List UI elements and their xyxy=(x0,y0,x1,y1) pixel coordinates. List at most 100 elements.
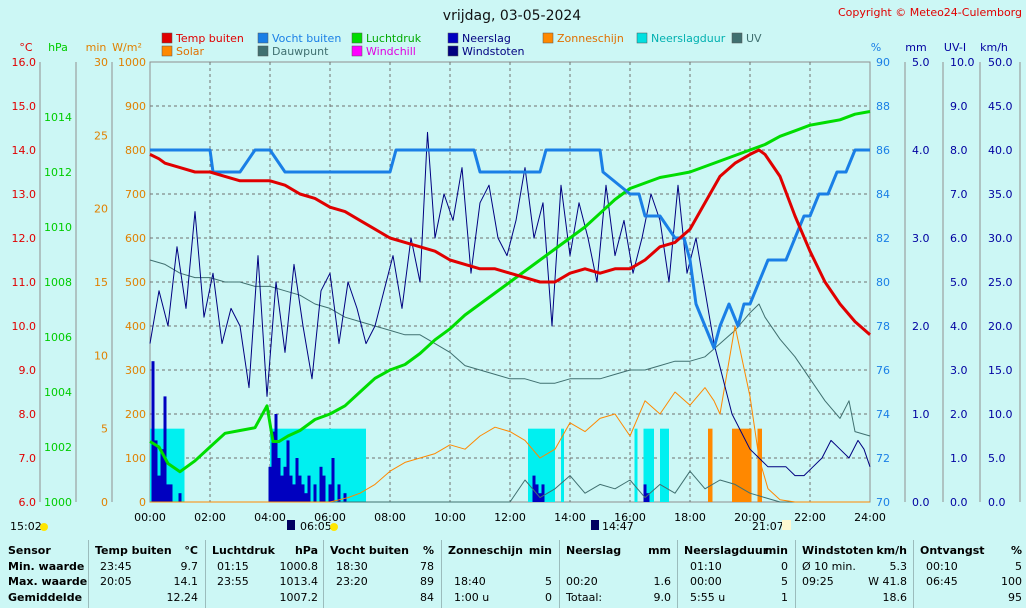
stats-header-sensor: Sensor xyxy=(8,544,51,557)
stats-header-wind: Windstoten xyxy=(802,544,874,557)
neerslag-bar xyxy=(151,361,155,502)
series-windstoten xyxy=(149,131,871,477)
axis-tick-wind: 40.0 xyxy=(988,144,1013,157)
stats-time-raindur: 5:55 u xyxy=(690,590,726,604)
neerslag-bar xyxy=(307,475,311,502)
axis-tick-press: 1002 xyxy=(44,441,72,454)
x-tick-label: 00:00 xyxy=(134,511,166,524)
axis-tick-temp: 12.0 xyxy=(12,232,37,245)
axis-unit-hum: % xyxy=(871,41,881,54)
x-tick-label: 08:00 xyxy=(374,511,406,524)
legend-label: Temp buiten xyxy=(175,32,244,45)
sunrise-icon xyxy=(287,520,295,530)
legend-swatch xyxy=(351,45,363,57)
stats-unit-hum: % xyxy=(422,544,434,557)
stats-time-press: 01:15 xyxy=(217,559,249,573)
neerslag-bar xyxy=(157,475,161,502)
stats-header-press: Luchtdruk xyxy=(212,544,275,557)
axis-tick-uv: 1.0 xyxy=(950,452,968,465)
stats-time-dry: 00:10 xyxy=(926,559,958,573)
axis-tick-mm: 4.0 xyxy=(912,144,930,157)
stats-value-wind: W 41.8 xyxy=(868,575,907,588)
x-tick-label: 16:00 xyxy=(614,511,646,524)
legend-label: Neerslagduur xyxy=(651,32,726,45)
legend-swatch xyxy=(257,32,269,44)
sunset-time: 21:07 xyxy=(752,520,784,533)
neerslag-bar xyxy=(331,458,335,502)
x-tick-label: 24:00 xyxy=(854,511,886,524)
neerslag-bar xyxy=(289,475,293,502)
legend-swatch xyxy=(447,45,459,57)
axis-tick-solar: 500 xyxy=(125,276,146,289)
axis-tick-uv: 3.0 xyxy=(950,364,968,377)
neerslag-bar xyxy=(166,484,170,502)
legend-label: Neerslag xyxy=(462,32,511,45)
stats-value-temp: 14.1 xyxy=(173,575,199,588)
stats-time-dry: 06:45 xyxy=(926,575,958,588)
neerslag-bar xyxy=(163,396,167,502)
stats-separator xyxy=(205,540,206,608)
legend-label: Vocht buiten xyxy=(272,32,341,45)
bar-marks xyxy=(150,361,762,502)
stats-time-rain: 00:20 xyxy=(566,575,598,588)
stats-time-sun: 18:40 xyxy=(454,575,486,588)
axis-tick-wind: 30.0 xyxy=(988,232,1013,245)
right-axes: % 70 72 74 76 78 80 82 84 86 88 90 mm 0.0 1.0 2.0 3.0 4.0… xyxy=(871,41,1021,509)
axis-tick-solar: 300 xyxy=(125,364,146,377)
neerslag-bar xyxy=(322,475,326,502)
stats-header-temp: Temp buiten xyxy=(95,544,172,557)
neerslag-bar xyxy=(298,475,302,502)
neerslag-bar xyxy=(292,484,296,502)
stats-header-hum: Vocht buiten xyxy=(330,544,409,557)
axis-tick-mm: 5.0 xyxy=(912,56,930,69)
neerslag-bar xyxy=(160,449,164,502)
stats-unit-dry: % xyxy=(1010,544,1022,557)
neerslag-bar xyxy=(535,484,539,502)
axis-tick-solar: 0 xyxy=(139,496,146,509)
x-tick-label: 18:00 xyxy=(674,511,706,524)
stats-separator xyxy=(323,540,324,608)
stats-value-rain: 9.0 xyxy=(653,590,672,604)
stats-value-dry: 5 xyxy=(1015,559,1022,573)
axis-unit-solar: W/m² xyxy=(112,41,142,54)
neerslag-bar xyxy=(343,493,347,502)
legend-label: UV xyxy=(746,32,762,45)
stats-value-hum: 89 xyxy=(420,575,434,588)
x-tick-label: 10:00 xyxy=(434,511,466,524)
axis-tick-wind: 25.0 xyxy=(988,276,1013,289)
neerslag-bar xyxy=(301,484,305,502)
axis-tick-solar: 1000 xyxy=(118,56,146,69)
axis-tick-wind: 45.0 xyxy=(988,100,1013,113)
series-solar xyxy=(150,325,870,503)
series-luchtdruk xyxy=(149,110,871,474)
neerslagduur-bar xyxy=(634,428,638,502)
axis-tick-press: 1004 xyxy=(44,386,72,399)
axis-tick-wind: 15.0 xyxy=(988,364,1013,377)
legend-swatch xyxy=(351,32,363,44)
axis-tick-hum: 90 xyxy=(876,56,890,69)
stats-header-dry: Ontvangst xyxy=(920,544,985,557)
stats-time-temp: 20:05 xyxy=(100,575,132,588)
stats-separator xyxy=(441,540,442,608)
axis-tick-temp: 14.0 xyxy=(12,144,37,157)
axis-tick-solar: 200 xyxy=(125,408,146,421)
axis-tick-uv: 7.0 xyxy=(950,188,968,201)
stats-value-raindur: 5 xyxy=(781,575,788,588)
axis-tick-wind: 20.0 xyxy=(988,320,1013,333)
stats-value-rain: 1.6 xyxy=(653,575,672,588)
axis-tick-uv: 6.0 xyxy=(950,232,968,245)
legend-swatch xyxy=(257,45,269,57)
axis-tick-hum: 72 xyxy=(876,452,890,465)
neerslag-bar xyxy=(283,466,287,502)
axis-tick-wind: 10.0 xyxy=(988,408,1013,421)
axis-tick-min: 10 xyxy=(94,349,108,362)
neerslag-bar xyxy=(154,440,158,502)
neerslag-bar xyxy=(274,414,278,502)
axis-unit-min: min xyxy=(86,41,107,54)
axis-tick-wind: 35.0 xyxy=(988,188,1013,201)
stats-time-rain: Totaal: xyxy=(566,590,603,604)
legend-label: Dauwpunt xyxy=(272,45,329,58)
x-tick-label: 06:00 xyxy=(314,511,346,524)
zonneschijn-bar xyxy=(732,428,752,502)
neerslag-bar xyxy=(304,493,308,502)
